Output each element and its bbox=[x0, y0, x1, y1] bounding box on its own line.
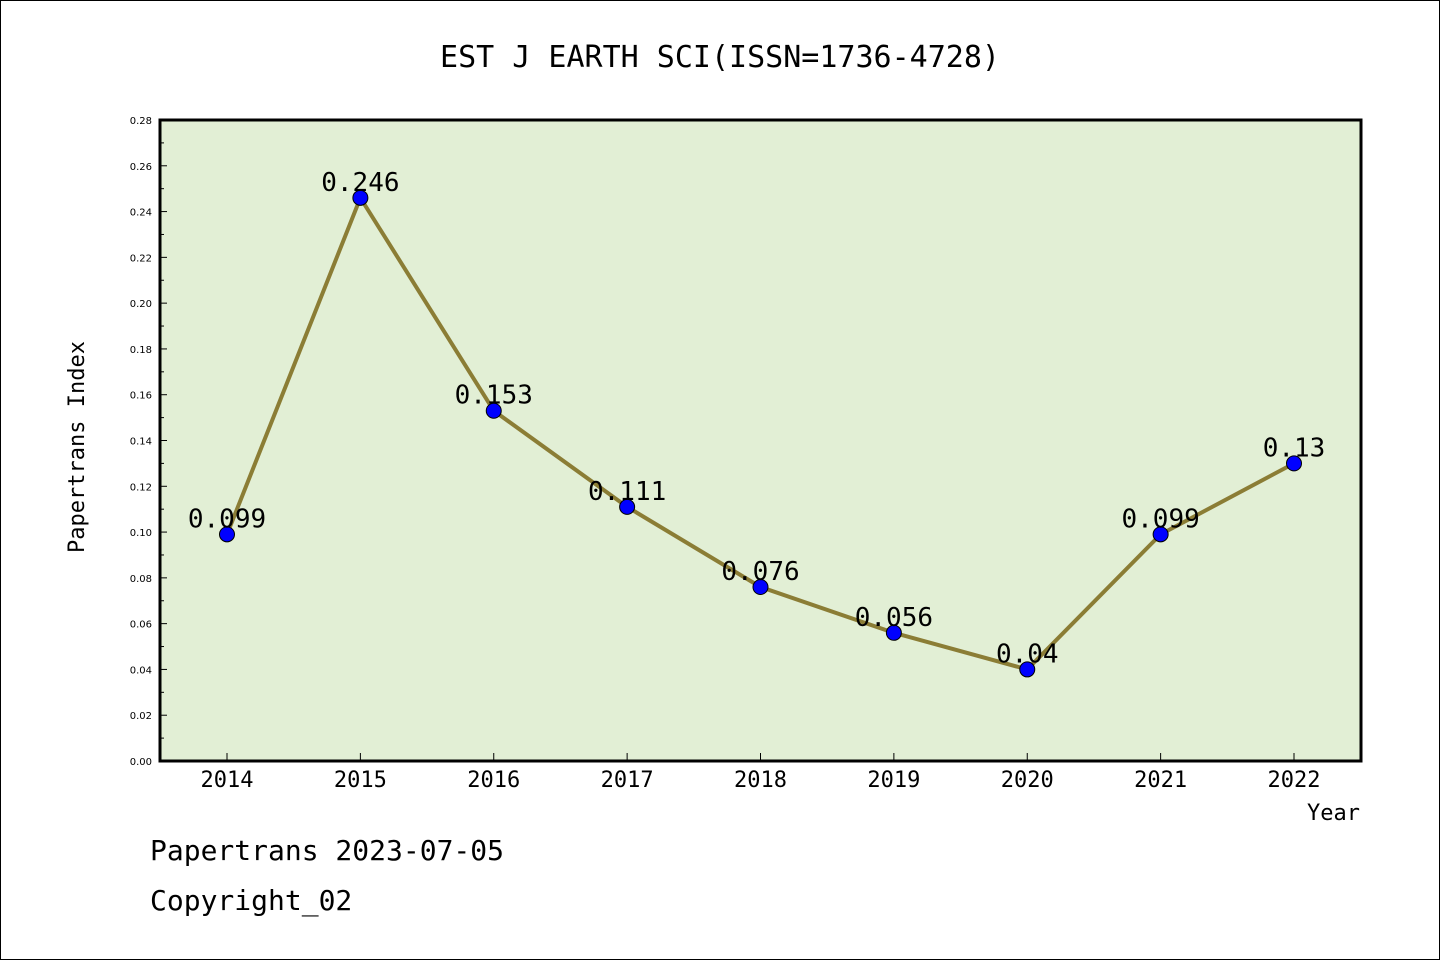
plot-area bbox=[158, 118, 1363, 763]
y-tick-label: 0.22 bbox=[130, 253, 152, 264]
data-label: 0.04 bbox=[996, 639, 1059, 669]
data-label: 0.076 bbox=[721, 557, 799, 587]
footer-date: Papertrans 2023-07-05 bbox=[150, 834, 505, 867]
x-tick-label: 2022 bbox=[1268, 768, 1321, 793]
data-point bbox=[1286, 455, 1302, 472]
y-tick-label: 0.10 bbox=[130, 528, 152, 539]
y-tick-label: 0.06 bbox=[130, 620, 152, 631]
data-label: 0.099 bbox=[188, 504, 266, 534]
data-point bbox=[885, 624, 902, 641]
x-axis: 2014 2015 2016 2017 2018 2019 2020 2021 2022 bbox=[201, 753, 1321, 793]
x-tick-label: 2016 bbox=[467, 768, 520, 793]
data-point bbox=[1152, 526, 1169, 543]
data-point bbox=[352, 189, 369, 206]
data-point bbox=[485, 402, 502, 419]
y-tick-label: 0.14 bbox=[130, 437, 152, 448]
x-axis-label: Year bbox=[1307, 801, 1360, 826]
y-tick-label: 0.08 bbox=[130, 574, 152, 585]
x-tick-label: 2014 bbox=[201, 768, 254, 793]
data-label: 0.056 bbox=[855, 603, 933, 633]
data-point bbox=[219, 526, 235, 543]
data-point bbox=[619, 498, 636, 515]
y-tick-label: 0.26 bbox=[130, 162, 152, 173]
chart-title: EST J EARTH SCI(ISSN=1736-4728) bbox=[440, 40, 1000, 75]
x-tick-label: 2019 bbox=[867, 768, 920, 793]
y-tick-label: 0.16 bbox=[130, 391, 152, 402]
data-label: 0.111 bbox=[588, 477, 666, 507]
y-tick-label: 0.12 bbox=[130, 482, 152, 493]
footer-copyright: Copyright_02 bbox=[150, 884, 353, 917]
y-axis: 0.00 0.02 0.04 0.06 0.08 0.10 0.12 0.14 0.16 0.18… bbox=[130, 116, 167, 768]
data-label: 0.099 bbox=[1121, 504, 1199, 534]
y-tick-label: 0.00 bbox=[130, 757, 152, 768]
y-tick-label: 0.28 bbox=[130, 116, 152, 127]
y-tick-label: 0.02 bbox=[130, 711, 152, 722]
y-tick-label: 0.04 bbox=[130, 665, 152, 676]
y-tick-label: 0.20 bbox=[130, 299, 152, 310]
x-tick-label: 2015 bbox=[334, 768, 387, 793]
data-point bbox=[1019, 661, 1036, 678]
x-tick-label: 2020 bbox=[1001, 768, 1054, 793]
data-label: 0.13 bbox=[1263, 433, 1326, 463]
y-tick-label: 0.18 bbox=[130, 345, 152, 356]
y-tick-label: 0.24 bbox=[130, 208, 152, 219]
data-labels: 0.099 0.246 0.153 0.111 0.076 0.056 0.04 0.099 0… bbox=[188, 168, 1325, 670]
data-point bbox=[752, 579, 769, 596]
x-tick-label: 2017 bbox=[601, 768, 654, 793]
y-axis-label: Papertrans Index bbox=[65, 341, 90, 553]
data-label: 0.246 bbox=[321, 168, 399, 198]
series-markers bbox=[219, 189, 1302, 678]
x-tick-label: 2018 bbox=[734, 768, 787, 793]
data-label: 0.153 bbox=[455, 381, 533, 411]
x-tick-label: 2021 bbox=[1134, 768, 1187, 793]
